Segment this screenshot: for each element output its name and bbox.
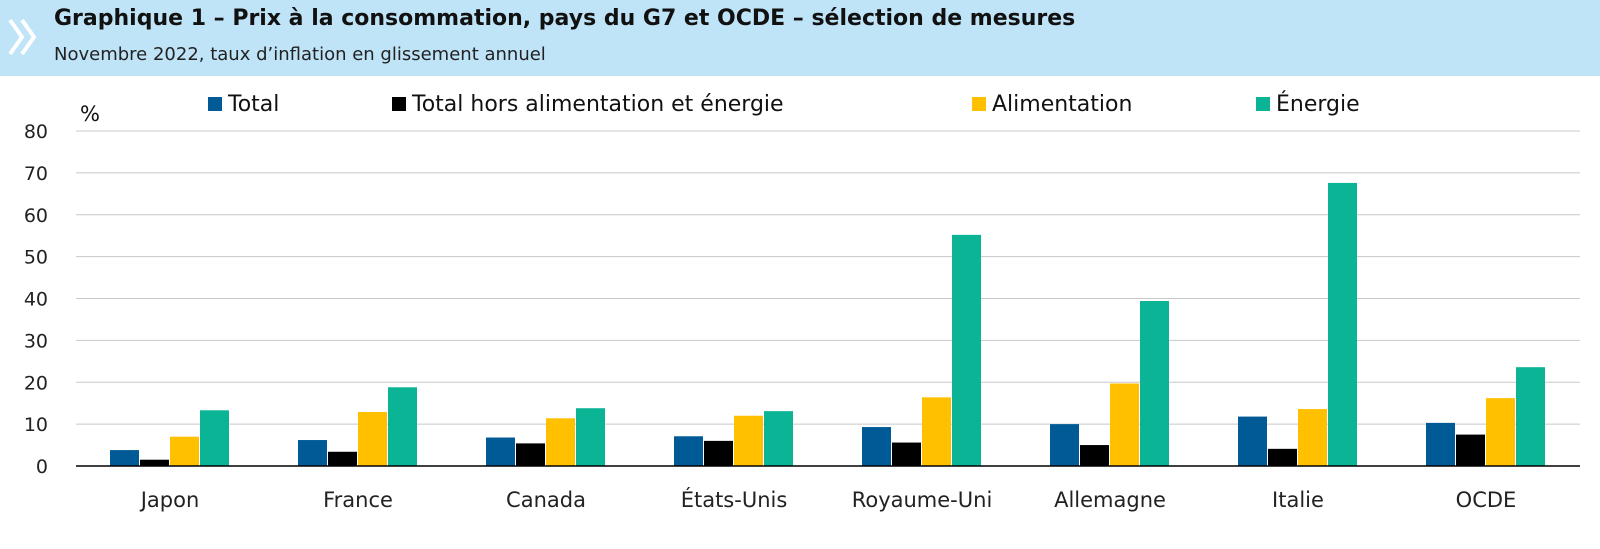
bar [1426,422,1455,466]
x-tick-label: Japon [139,488,200,512]
bar [862,427,891,466]
x-tick-label: Canada [506,488,586,512]
bar [952,234,981,466]
bar [546,418,575,466]
bar [140,459,169,466]
bar [110,450,139,466]
bar [200,410,229,466]
y-tick-label: 80 [24,121,48,143]
bar [922,397,951,466]
legend-swatch [972,97,986,111]
bar [1456,434,1485,466]
legend-label: Total [227,92,279,117]
bar [764,411,793,466]
bar [1298,409,1327,466]
legend-swatch [1256,97,1270,111]
bar [516,443,545,466]
bar [1268,448,1297,466]
y-tick-label: 30 [24,330,48,352]
legend-swatch [208,97,222,111]
y-tick-label: 70 [24,163,48,185]
bar [576,408,605,466]
bar [1080,445,1109,466]
bar [388,387,417,466]
legend-swatch [392,97,406,111]
y-tick-label: 60 [24,205,48,227]
legend-label: Énergie [1276,91,1360,117]
chart-title: Graphique 1 – Prix à la consommation, pa… [54,6,1076,31]
y-tick-label: 10 [24,414,48,436]
bar [1516,367,1545,466]
bar [358,411,387,466]
x-tick-label: Royaume-Uni [852,488,993,512]
bar [1140,301,1169,466]
x-tick-label: États-Unis [681,487,788,512]
x-tick-label: Italie [1272,488,1324,512]
bar [1486,398,1515,466]
y-tick-label: 20 [24,372,48,394]
bar [704,440,733,466]
double-chevron-icon [8,18,37,56]
legend-label: Total hors alimentation et énergie [411,92,784,117]
chart-subtitle: Novembre 2022, taux d’inflation en gliss… [54,44,546,65]
bar [170,436,199,466]
bar [1050,424,1079,466]
legend-label: Alimentation [992,92,1132,117]
x-tick-label: Allemagne [1054,488,1166,512]
chart-header: Graphique 1 – Prix à la consommation, pa… [0,0,1600,76]
bar [1328,182,1357,467]
bar [486,437,515,466]
bar [734,415,763,466]
x-tick-label: OCDE [1456,488,1517,512]
y-tick-label: 40 [24,289,48,311]
bar [674,436,703,466]
bar [328,451,357,466]
bar [1238,416,1267,466]
bar [1110,383,1139,466]
y-unit-label: % [80,102,100,126]
y-tick-label: 50 [24,247,48,269]
x-tick-label: France [323,488,393,512]
bar [892,442,921,466]
bar [298,440,327,466]
y-tick-label: 0 [36,456,48,478]
